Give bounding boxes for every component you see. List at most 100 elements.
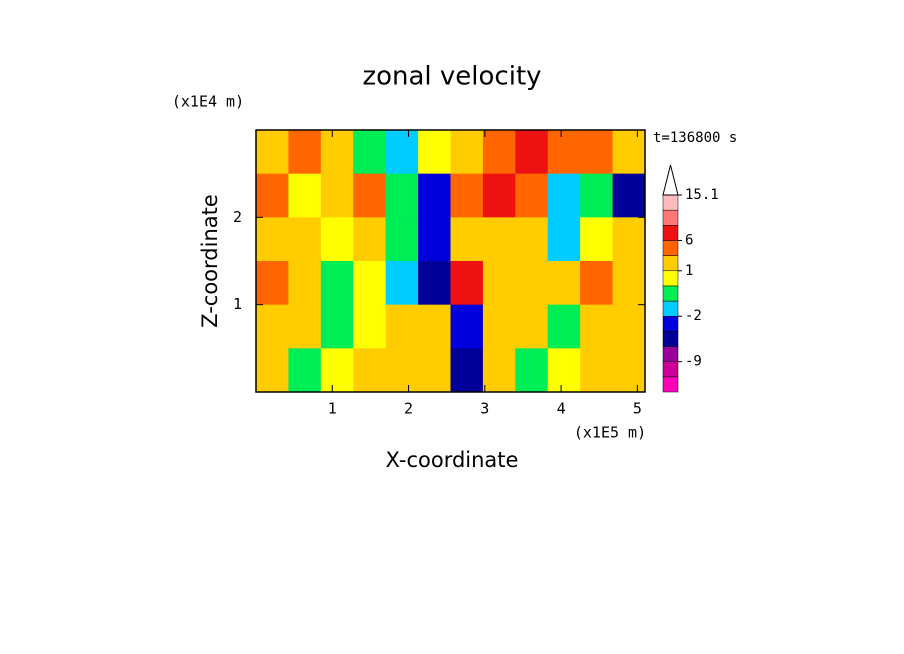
field-cell <box>320 304 354 349</box>
field-cell <box>515 348 549 393</box>
field-cell <box>385 261 419 306</box>
colorbar-segment <box>662 376 679 393</box>
field-cell <box>385 217 419 262</box>
field-cell <box>418 261 451 306</box>
field-cell <box>547 130 581 175</box>
field-cell <box>256 304 289 349</box>
colorbar-segment <box>662 225 679 241</box>
field-cell <box>612 304 646 349</box>
chart-title: zonal velocity <box>362 62 541 92</box>
field-cell <box>450 217 484 262</box>
field-cell <box>353 261 387 306</box>
colorbar-segment <box>662 285 679 302</box>
colorbar-segment <box>662 361 679 378</box>
x-tick-label: 3 <box>480 400 489 418</box>
field-cell <box>256 173 289 218</box>
field-cell <box>450 130 484 175</box>
field-cell <box>320 217 354 262</box>
field-cell <box>320 348 354 393</box>
field-cell <box>353 173 387 218</box>
field-cell <box>580 348 614 393</box>
field-cell <box>482 348 516 393</box>
field-cell <box>450 304 484 349</box>
field-cell <box>612 348 646 393</box>
field-cell <box>547 217 581 262</box>
colorbar-tick-label: -2 <box>685 308 702 324</box>
field-cell <box>385 130 419 175</box>
colorbar-tick-label: 15.1 <box>685 187 719 203</box>
field-cell <box>256 130 289 175</box>
field-cell <box>612 173 646 218</box>
field-cell <box>288 173 322 218</box>
field-cell <box>515 130 549 175</box>
plot-frame <box>255 129 646 393</box>
colorbar-segment <box>662 240 679 256</box>
x-tick-label: 2 <box>404 400 413 418</box>
field-cell <box>450 261 484 306</box>
time-label: t=136800 s <box>653 130 737 146</box>
field-cell <box>482 261 516 306</box>
field-cell <box>320 261 354 306</box>
field-cell <box>288 304 322 349</box>
field-cell <box>320 173 354 218</box>
colorbar-segment <box>662 209 679 226</box>
field-cell <box>385 304 419 349</box>
colorbar-segment <box>662 255 679 272</box>
y-tick-label: 2 <box>233 208 242 226</box>
field-cell <box>612 217 646 262</box>
x-axis-label: X-coordinate <box>386 448 519 472</box>
field-cell <box>580 130 614 175</box>
field-cell <box>385 173 419 218</box>
colorbar-segment <box>662 194 679 211</box>
colorbar-tick-label: 6 <box>685 232 693 248</box>
field-cell <box>418 348 451 393</box>
colorbar-segment <box>662 270 679 287</box>
field-cell <box>256 217 289 262</box>
field-cell <box>482 173 516 218</box>
field-cell <box>547 304 581 349</box>
field-cell <box>320 130 354 175</box>
x-tick-label: 1 <box>328 400 337 418</box>
field-cell <box>418 217 451 262</box>
field-cell <box>612 130 646 175</box>
field-cell <box>353 348 387 393</box>
field-cell <box>482 130 516 175</box>
colorbar-segment <box>662 331 679 347</box>
colorbar-extension <box>662 164 679 196</box>
field-cell <box>288 217 322 262</box>
field-cell <box>515 173 549 218</box>
y-unit: (x1E4 m) <box>172 93 244 111</box>
field-cell <box>353 130 387 175</box>
x-tick-label: 5 <box>633 400 642 418</box>
field-cell <box>418 304 451 349</box>
field-cell <box>580 261 614 306</box>
colorbar-segment <box>662 315 679 332</box>
field-cell <box>515 217 549 262</box>
colorbar-segment <box>662 346 679 362</box>
field-cell <box>385 348 419 393</box>
field-cell <box>580 173 614 218</box>
field-cell <box>580 304 614 349</box>
field-cell <box>515 304 549 349</box>
field-cell <box>288 130 322 175</box>
field-cell <box>450 348 484 393</box>
field-cell <box>482 304 516 349</box>
field-cell <box>256 348 289 393</box>
field-cell <box>353 304 387 349</box>
y-axis-label: Z-coordinate <box>198 194 222 328</box>
field-cell <box>418 130 451 175</box>
field-cell <box>515 261 549 306</box>
x-tick-label: 4 <box>557 400 566 418</box>
field-cell <box>353 217 387 262</box>
colorbar-tick-label: 1 <box>685 263 693 279</box>
field-cell <box>482 217 516 262</box>
y-tick-label: 1 <box>233 295 242 313</box>
field-cell <box>288 261 322 306</box>
x-unit: (x1E5 m) <box>574 424 646 442</box>
field-cell <box>256 261 289 306</box>
field-cell <box>450 173 484 218</box>
field-cell <box>547 348 581 393</box>
field-cell <box>288 348 322 393</box>
field-cell <box>580 217 614 262</box>
